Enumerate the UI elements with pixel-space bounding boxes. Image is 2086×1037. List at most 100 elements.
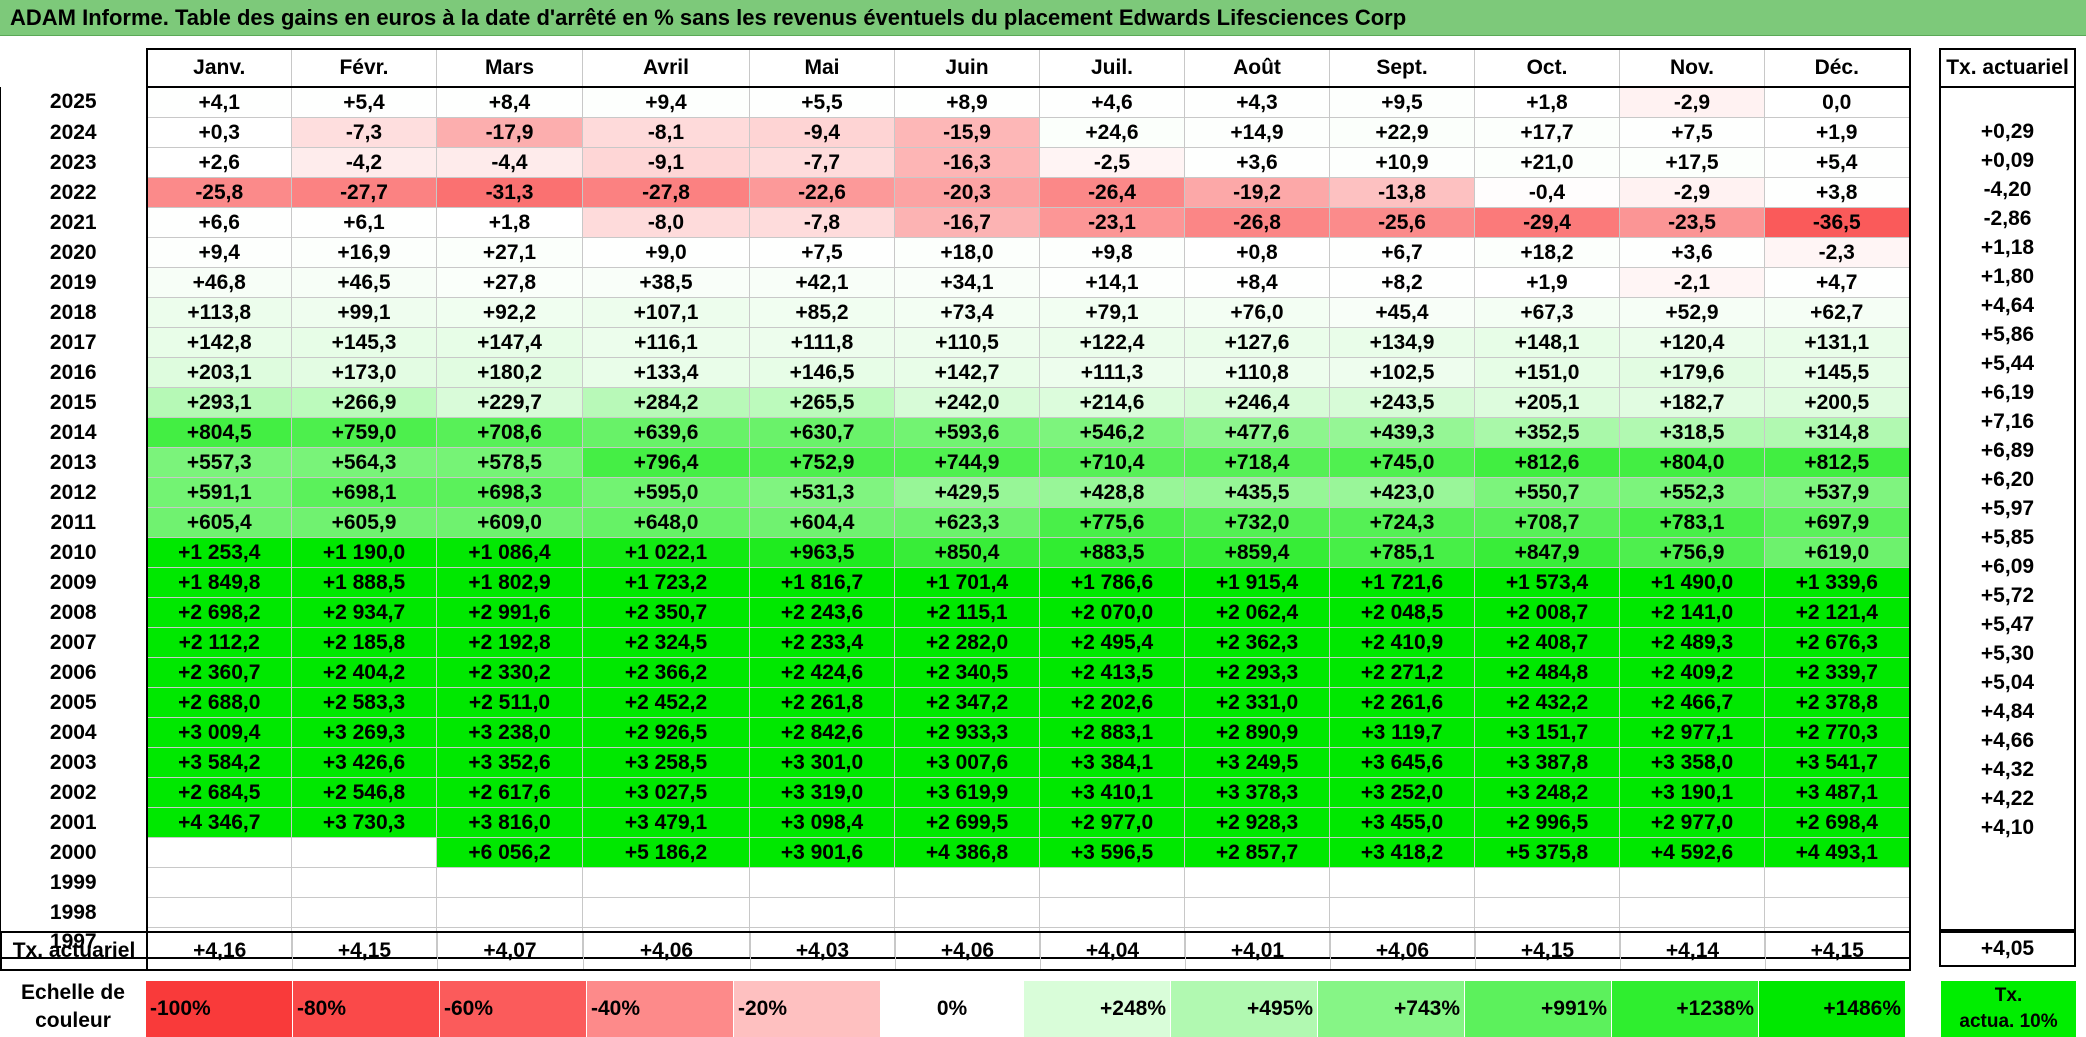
value-cell: +318,5: [1619, 417, 1765, 448]
month-header: Févr.: [291, 48, 437, 88]
value-cell: +17,7: [1474, 117, 1620, 148]
value-cell: [894, 897, 1040, 928]
value-cell: +111,3: [1039, 357, 1185, 388]
color-scale: -100% -80% -60% -40% -20% 0% +248% +495% +743% +9…: [146, 981, 1906, 1037]
value-cell: +859,4: [1184, 537, 1330, 568]
value-cell: [1474, 897, 1620, 928]
value-cell: +2 366,2: [582, 657, 750, 688]
color-scale-tx: Tx. actua. 10%: [1941, 981, 2076, 1037]
value-cell: +605,9: [291, 507, 437, 538]
value-cell: +3 249,5: [1184, 747, 1330, 778]
value-cell: +2 233,4: [749, 627, 895, 658]
value-cell: +2 934,7: [291, 597, 437, 628]
value-cell: +6,6: [145, 207, 292, 238]
value-cell: [749, 867, 895, 898]
month-header: Mars: [436, 48, 583, 88]
value-cell: +1 723,2: [582, 567, 750, 598]
value-cell: +708,6: [436, 417, 583, 448]
value-cell: -7,3: [291, 117, 437, 148]
table-row: 2006 +2 360,7 +2 404,2 +2 330,2 +2 366,2 +2 4…: [0, 657, 1911, 688]
value-cell: +3 645,6: [1329, 747, 1475, 778]
summary-row: Tx. actuariel +4,16 +4,15 +4,07 +4,06 +4,03 +…: [0, 931, 1911, 971]
value-cell: +243,5: [1329, 387, 1475, 418]
value-cell: +3 410,1: [1039, 777, 1185, 808]
value-cell: +3 479,1: [582, 807, 750, 838]
value-cell: +2 409,2: [1619, 657, 1765, 688]
value-cell: [1184, 897, 1330, 928]
value-cell: [145, 867, 292, 898]
value-cell: +45,4: [1329, 297, 1475, 328]
year-label: 2016: [0, 357, 147, 388]
value-cell: +6 056,2: [436, 837, 583, 868]
value-cell: +2 495,4: [1039, 627, 1185, 658]
value-cell: [291, 867, 437, 898]
tx-actuariel-cell: [1939, 842, 2076, 871]
value-cell: +8,2: [1329, 267, 1475, 298]
value-cell: +3 487,1: [1764, 777, 1911, 808]
value-cell: +3 248,2: [1474, 777, 1620, 808]
tx-actuariel-cell: +0,09: [1939, 146, 2076, 175]
value-cell: +9,8: [1039, 237, 1185, 268]
year-label: 2014: [0, 417, 147, 448]
value-cell: +8,4: [436, 86, 583, 118]
value-cell: +3 319,0: [749, 777, 895, 808]
year-label: 2008: [0, 597, 147, 628]
value-cell: +2 261,8: [749, 687, 895, 718]
value-cell: -4,4: [436, 147, 583, 178]
value-cell: [1619, 897, 1765, 928]
month-header: Nov.: [1619, 48, 1765, 88]
value-cell: +2 770,3: [1764, 717, 1911, 748]
value-cell: -7,8: [749, 207, 895, 238]
value-cell: +0,8: [1184, 237, 1330, 268]
value-cell: +1,9: [1764, 117, 1911, 148]
value-cell: [582, 867, 750, 898]
value-cell: +133,4: [582, 357, 750, 388]
value-cell: +1,9: [1474, 267, 1620, 298]
value-cell: -29,4: [1474, 207, 1620, 238]
year-label: 2009: [0, 567, 147, 598]
value-cell: [291, 897, 437, 928]
tx-actuariel-cell: +4,66: [1939, 726, 2076, 755]
year-label: 2010: [0, 537, 147, 568]
value-cell: +38,5: [582, 267, 750, 298]
value-cell: +718,4: [1184, 447, 1330, 478]
value-cell: +3 358,0: [1619, 747, 1765, 778]
value-cell: +1,8: [1474, 86, 1620, 118]
value-cell: +2 466,7: [1619, 687, 1765, 718]
summary-value: +4,06: [1329, 931, 1476, 971]
value-cell: [291, 837, 437, 868]
year-label: 2020: [0, 237, 147, 268]
value-cell: +5,5: [749, 86, 895, 118]
value-cell: +10,9: [1329, 147, 1475, 178]
tx-actuariel-cell: +4,32: [1939, 755, 2076, 784]
value-cell: +2 452,2: [582, 687, 750, 718]
value-cell: +5 186,2: [582, 837, 750, 868]
value-cell: -9,1: [582, 147, 750, 178]
month-header: Juil.: [1039, 48, 1185, 88]
value-cell: +127,6: [1184, 327, 1330, 358]
value-cell: +148,1: [1474, 327, 1620, 358]
value-cell: +1,8: [436, 207, 583, 238]
tx-actuariel-cell: -4,20: [1939, 175, 2076, 204]
tx-actuariel-cell: +4,10: [1939, 813, 2076, 842]
value-cell: [145, 837, 292, 868]
value-cell: -26,8: [1184, 207, 1330, 238]
tx-actuariel-cell: +4,84: [1939, 697, 2076, 726]
value-cell: +2 410,9: [1329, 627, 1475, 658]
year-label: 2021: [0, 207, 147, 238]
value-cell: [1039, 867, 1185, 898]
value-cell: +73,4: [894, 297, 1040, 328]
tx-actuariel-cell: +5,30: [1939, 639, 2076, 668]
value-cell: +623,3: [894, 507, 1040, 538]
value-cell: +3 151,7: [1474, 717, 1620, 748]
summary-total: +4,05: [1939, 931, 2076, 967]
value-cell: +2 347,2: [894, 687, 1040, 718]
summary-value: +4,06: [894, 931, 1041, 971]
summary-label: Tx. actuariel: [0, 931, 148, 971]
value-cell: -27,7: [291, 177, 437, 208]
value-cell: +4 493,1: [1764, 837, 1911, 868]
value-cell: +2 977,0: [1619, 807, 1765, 838]
summary-value: +4,15: [1764, 931, 1911, 971]
year-label: 2013: [0, 447, 147, 478]
value-cell: +2 112,2: [145, 627, 292, 658]
